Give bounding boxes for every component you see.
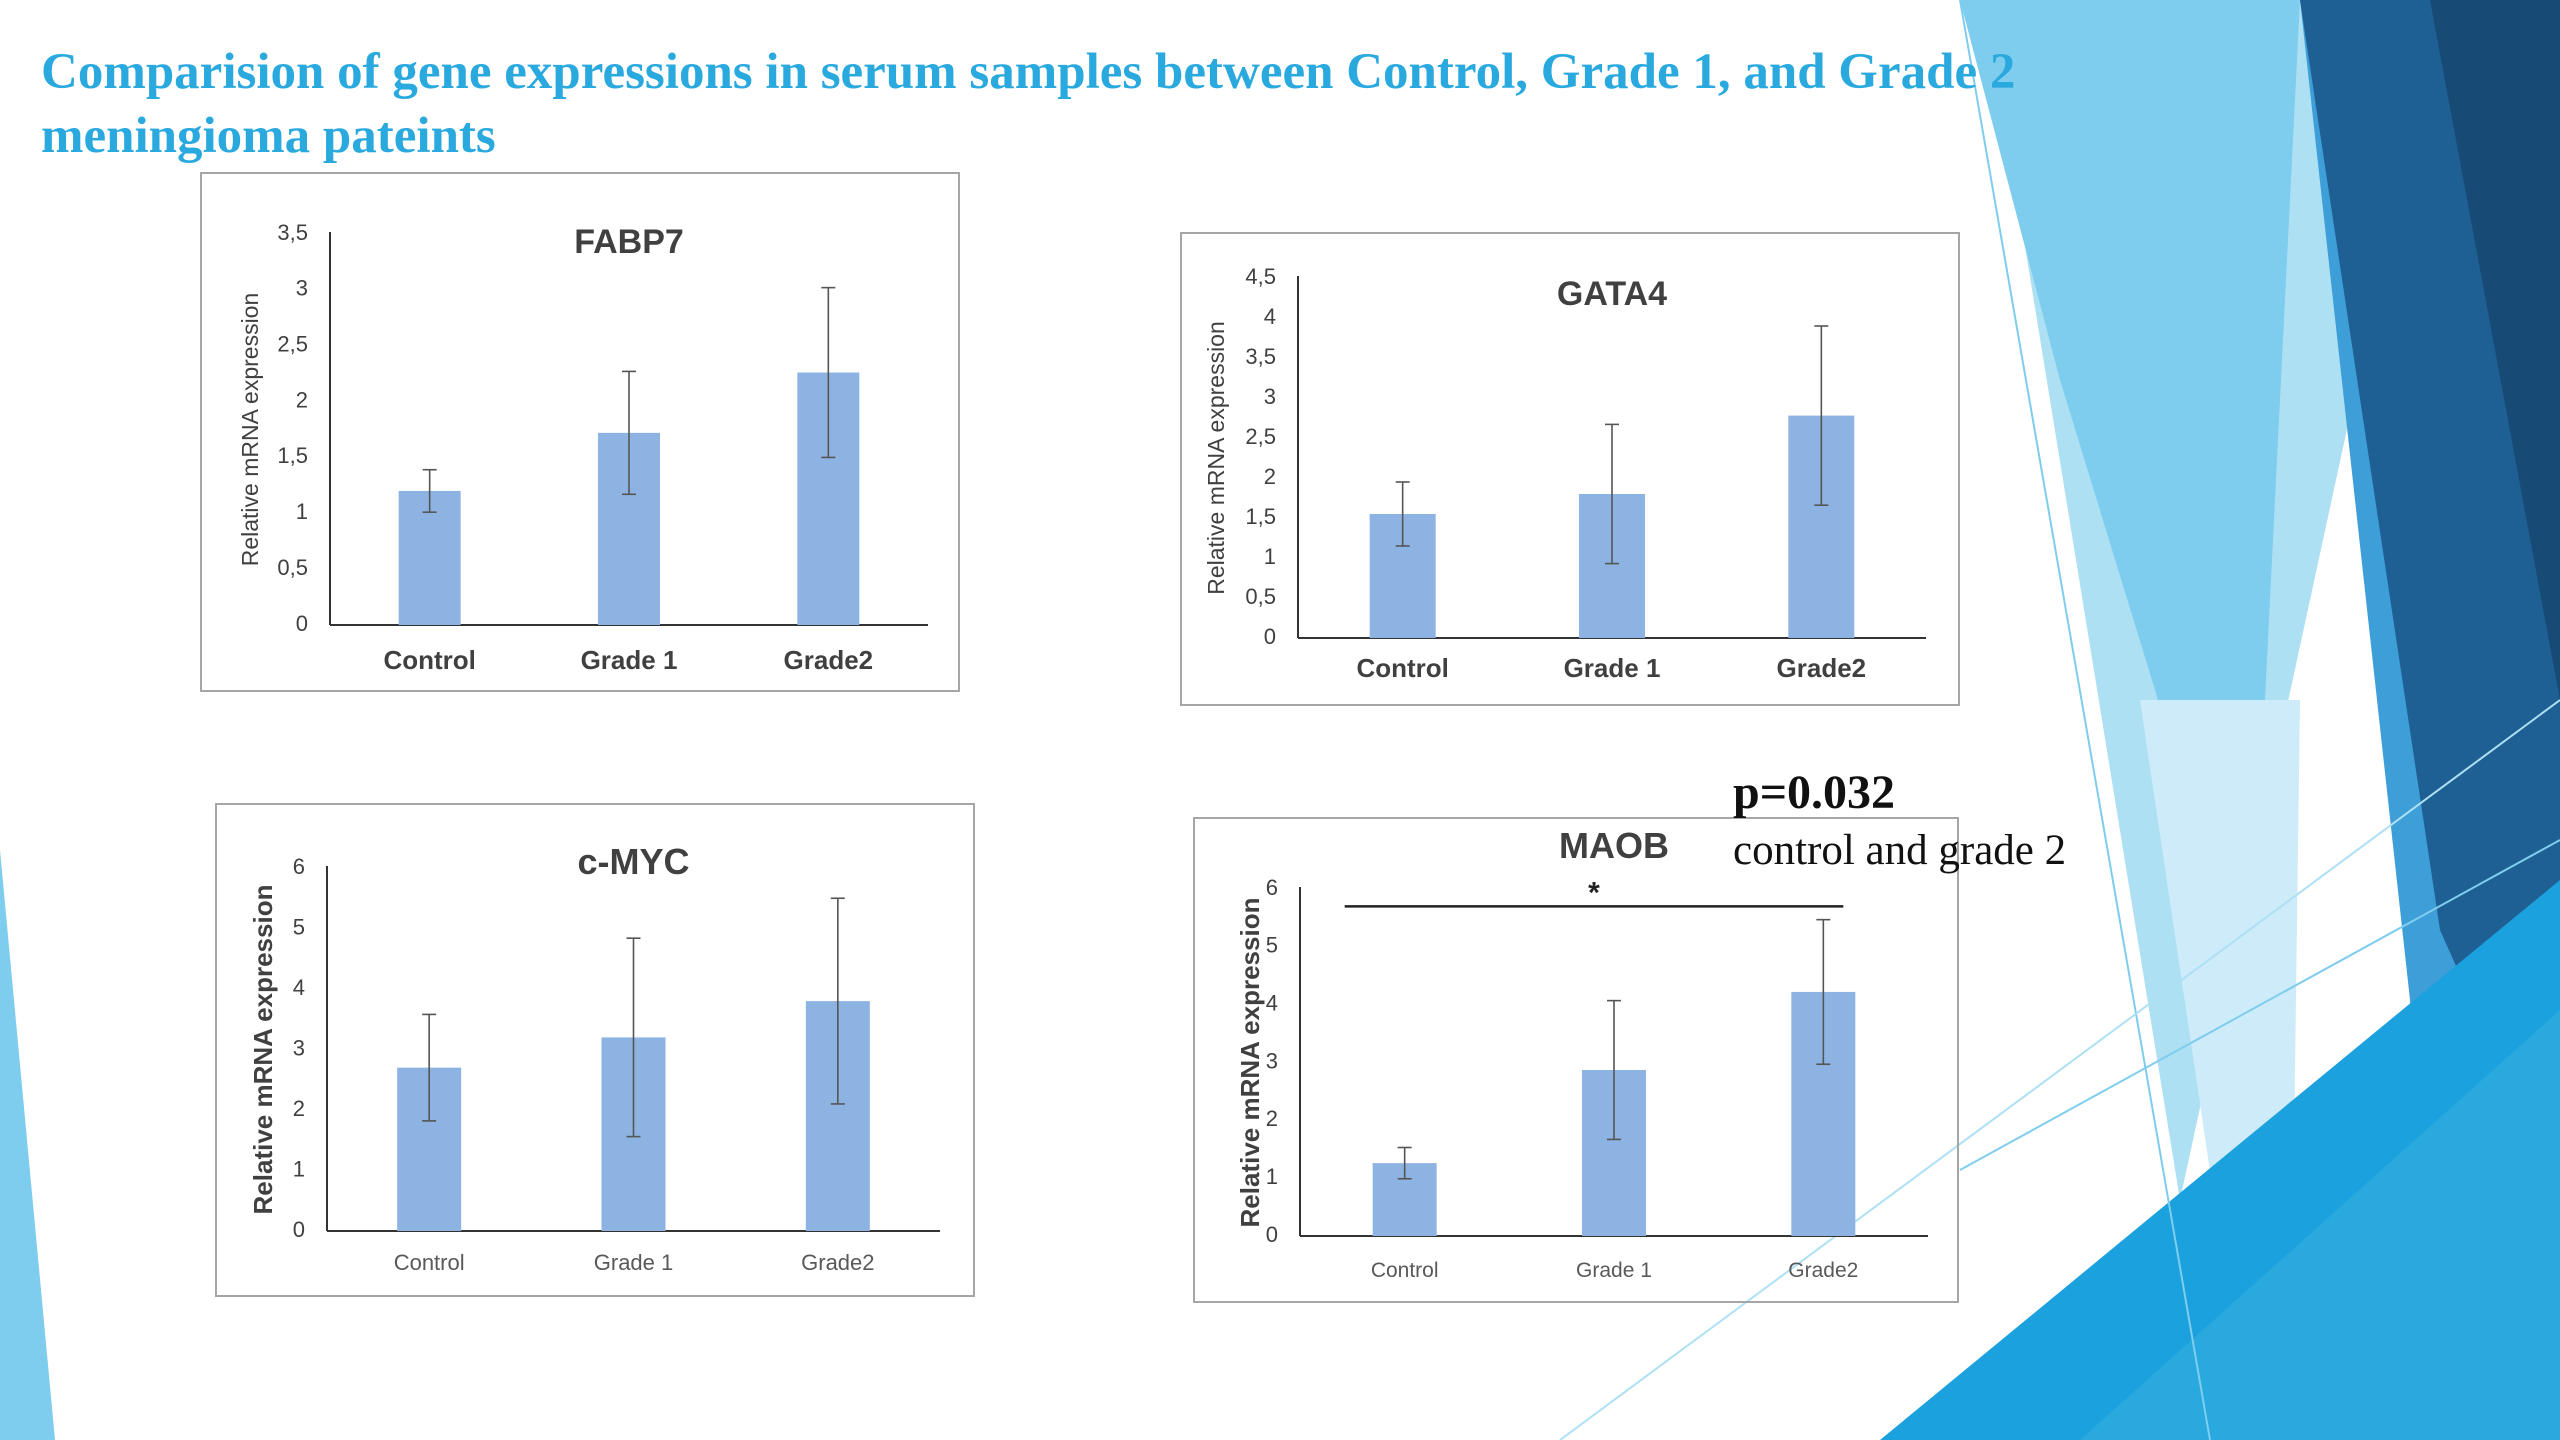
y-tick-label: 1,5 [1245, 504, 1276, 529]
y-tick-label: 0,5 [277, 555, 308, 580]
x-category-label: Grade 1 [581, 645, 678, 675]
y-axis-label: Relative mRNA expression [1235, 898, 1265, 1228]
bg-shape-left [0, 850, 55, 1440]
y-tick-label: 0,5 [1245, 584, 1276, 609]
x-category-label: Grade2 [1788, 1259, 1858, 1282]
chart-fabp7: FABP7 Relative mRNA expression 0 0,5 1 1,5 2 2,… [200, 172, 960, 692]
bg-thin-line-2 [1959, 839, 2560, 1171]
x-category-label: Grade 1 [594, 1250, 674, 1275]
y-tick-label: 0 [1266, 1222, 1278, 1247]
y-tick-label: 2 [296, 387, 308, 412]
p-value-label: p=0.032 [1733, 766, 1896, 819]
x-category-label: Control [394, 1250, 465, 1275]
bg-thin-line-1 [1959, 0, 2211, 1440]
y-tick-label: 0 [293, 1217, 305, 1242]
y-tick-label: 0 [1264, 624, 1276, 649]
bg-thin-line-3 [1559, 699, 2560, 1440]
y-tick-label: 1,5 [277, 443, 308, 468]
chart-title: FABP7 [574, 223, 684, 261]
y-tick-label: 2 [1266, 1106, 1278, 1131]
x-category-label: Grade 1 [1576, 1259, 1652, 1282]
y-tick-label: 4 [293, 975, 305, 1000]
y-tick-label: 3,5 [1245, 344, 1276, 369]
y-tick-label: 2,5 [1245, 424, 1276, 449]
y-tick-label: 6 [1266, 875, 1278, 900]
x-category-label: Control [383, 645, 475, 675]
y-axis-label: Relative mRNA expression [248, 885, 278, 1215]
y-axis-label: Relative mRNA expression [237, 293, 263, 567]
y-tick-label: 4,5 [1245, 264, 1276, 289]
y-tick-label: 0 [296, 611, 308, 636]
y-tick-label: 2,5 [277, 332, 308, 357]
p-value-description: control and grade 2 [1733, 827, 2067, 874]
y-tick-label: 3,5 [277, 220, 308, 245]
y-tick-label: 3 [1266, 1048, 1278, 1073]
chart-frame [1180, 232, 1960, 706]
chart-frame [1193, 817, 1959, 1303]
chart-frame [200, 172, 960, 692]
bar [398, 490, 461, 625]
bg-shape-navy [2430, 0, 2560, 700]
y-tick-label: 1 [1266, 1164, 1278, 1189]
y-tick-label: 4 [1266, 990, 1278, 1015]
y-tick-label: 6 [293, 854, 305, 879]
slide-title: Comparision of gene expressions in serum… [41, 44, 2016, 164]
x-category-label: Grade2 [801, 1250, 874, 1275]
y-tick-label: 5 [293, 914, 305, 939]
y-tick-label: 1 [293, 1156, 305, 1181]
y-tick-label: 4 [1264, 304, 1276, 329]
x-category-label: Grade2 [784, 645, 874, 675]
bg-shape-bottom-2 [2080, 1010, 2560, 1440]
chart-title: MAOB [1559, 825, 1669, 866]
chart-frame [215, 803, 975, 1297]
chart-gata4: GATA4 Relative mRNA expression 0 0,5 1 1,5 2 2,… [1180, 232, 1960, 706]
chart-title: GATA4 [1557, 275, 1667, 313]
x-category-label: Control [1371, 1259, 1439, 1282]
x-category-label: Grade2 [1777, 653, 1867, 683]
y-axis-label: Relative mRNA expression [1203, 321, 1229, 595]
y-tick-label: 2 [1264, 464, 1276, 489]
x-category-label: Grade 1 [1564, 653, 1661, 683]
y-tick-label: 3 [296, 276, 308, 301]
chart-title: c-MYC [577, 841, 689, 882]
significance-marker: * [1588, 876, 1600, 909]
y-tick-label: 3 [1264, 384, 1276, 409]
x-category-label: Control [1356, 653, 1448, 683]
y-tick-label: 1 [296, 499, 308, 524]
y-tick-label: 1 [1264, 544, 1276, 569]
y-tick-label: 5 [1266, 933, 1278, 958]
y-tick-label: 3 [293, 1035, 305, 1060]
y-tick-label: 2 [293, 1096, 305, 1121]
chart-c-myc: c-MYC Relative mRNA expression 0 1 2 3 4 5 6 Cont… [215, 803, 975, 1297]
